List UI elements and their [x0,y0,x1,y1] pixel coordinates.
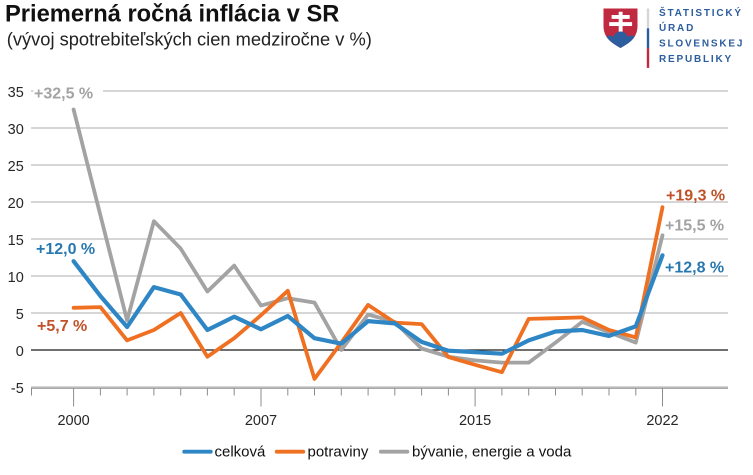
svg-text:SLOVENSKEJ: SLOVENSKEJ [659,38,744,49]
svg-text:bývanie, energie a voda: bývanie, energie a voda [412,444,572,461]
svg-text:+15,5 %: +15,5 % [665,218,724,235]
svg-text:REPUBLIKY: REPUBLIKY [659,54,733,65]
svg-text:ŠTATISTICKÝ: ŠTATISTICKÝ [659,6,743,19]
svg-text:+5,7 %: +5,7 % [37,318,87,335]
svg-text:+32,5 %: +32,5 % [34,86,93,103]
svg-text:+12,0 %: +12,0 % [36,241,95,258]
svg-text:30: 30 [8,122,24,138]
svg-text:ÚRAD: ÚRAD [659,21,695,34]
svg-text:35: 35 [8,85,24,101]
svg-text:2022: 2022 [646,413,678,429]
svg-text:2015: 2015 [459,413,491,429]
svg-text:20: 20 [8,196,24,212]
svg-text:potraviny: potraviny [308,444,369,461]
svg-text:celková: celková [215,444,267,461]
svg-text:25: 25 [8,159,24,175]
svg-text:(vývoj spotrebiteľských cien m: (vývoj spotrebiteľských cien medziročne … [7,29,372,50]
svg-text:-5: -5 [11,381,24,397]
svg-text:2000: 2000 [57,413,89,429]
svg-text:Priemerná ročná inflácia v SR: Priemerná ročná inflácia v SR [5,2,339,28]
svg-text:2007: 2007 [245,413,277,429]
svg-text:0: 0 [16,344,24,360]
svg-text:5: 5 [16,307,24,323]
svg-text:+19,3 %: +19,3 % [666,187,725,204]
svg-text:15: 15 [8,233,24,249]
svg-text:+12,8 %: +12,8 % [665,259,724,276]
svg-text:10: 10 [8,270,24,286]
